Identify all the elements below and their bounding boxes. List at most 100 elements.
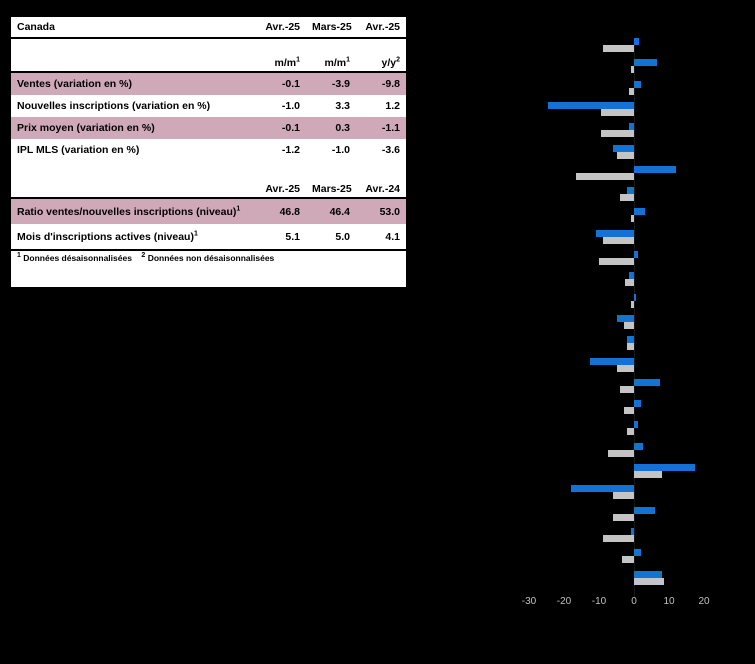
bar-blue	[571, 485, 634, 493]
col-header: Avr.-24	[356, 173, 406, 199]
bar-gray	[627, 428, 634, 436]
row-value: -9.8	[381, 78, 400, 90]
bar-gray	[634, 577, 664, 585]
col-header: Avr.-25	[257, 17, 306, 39]
bar-blue	[634, 378, 661, 386]
col-header: Mars-25	[306, 17, 356, 39]
bar-gray	[623, 407, 634, 415]
bar-blue	[634, 570, 662, 578]
zero-axis-line	[633, 38, 635, 599]
bar-gray	[602, 45, 634, 52]
row-label: IPL MLS (variation en %)	[17, 144, 140, 156]
col-header: Avr.-25	[356, 17, 406, 39]
bar-gray	[625, 279, 634, 287]
footnote-row: 1 Données désaisonnalisées 2 Données non…	[11, 249, 406, 287]
bar-blue	[634, 506, 655, 514]
bar-gray	[613, 492, 634, 500]
bar-gray	[602, 236, 634, 244]
bar-gray	[576, 172, 634, 180]
row-value: -1.0	[281, 100, 300, 112]
bar-gray	[630, 66, 634, 74]
bar-gray	[620, 194, 634, 202]
bar-gray	[600, 130, 634, 138]
row-label: Ratio ventes/nouvelles inscriptions (niv…	[17, 205, 241, 218]
footnote-text: Données désaisonnalisées	[23, 253, 132, 263]
row-value: -3.6	[381, 144, 400, 156]
x-axis-tick-label: -10	[591, 596, 607, 607]
bar-blue	[634, 208, 645, 216]
bar-gray	[628, 87, 634, 95]
bar-blue	[634, 165, 676, 173]
row-value: 46.4	[329, 205, 350, 218]
bar-blue	[630, 527, 634, 535]
footnote-text: Données non désaisonnalisées	[147, 253, 275, 263]
x-axis-tick-label: -20	[556, 596, 572, 607]
bar-blue	[634, 400, 641, 408]
bar-gray	[599, 258, 634, 265]
bar-gray	[630, 300, 634, 308]
bar-blue	[634, 293, 636, 301]
col-header: Mars-25	[306, 173, 356, 199]
canada-stats-card: Canada Avr.-25 Mars-25 Avr.-25 m/m1 m/m1…	[8, 14, 409, 290]
row-value: 4.1	[385, 230, 400, 243]
x-axis-tick-label: 20	[698, 596, 710, 607]
footnote-sup: 1	[17, 252, 21, 260]
row-value: -1.0	[331, 144, 350, 156]
bar-gray	[630, 215, 634, 223]
bar-blue	[613, 144, 634, 152]
row-value: -1.2	[281, 144, 300, 156]
table-subheader-row: m/m1 m/m1 y/y2	[11, 38, 406, 73]
bar-gray	[607, 449, 634, 457]
bar-blue	[634, 251, 638, 258]
footnote-sup: 2	[141, 252, 146, 260]
row-value: -0.1	[281, 78, 300, 90]
row-value: 53.0	[379, 205, 400, 218]
row-value: 3.3	[335, 100, 350, 112]
table-row: IPL MLS (variation en %) -1.2 -1.0 -3.6	[11, 139, 406, 161]
bar-blue	[634, 59, 657, 67]
table-header-row: Canada Avr.-25 Mars-25 Avr.-25	[11, 17, 406, 39]
bar-blue	[634, 80, 641, 88]
canada-stats-table: Canada Avr.-25 Mars-25 Avr.-25 m/m1 m/m1…	[11, 17, 406, 287]
table-row: Ventes (variation en %) -0.1 -3.9 -9.8	[11, 72, 406, 95]
bar-gray	[627, 343, 634, 351]
row-value: 5.1	[285, 230, 300, 243]
bar-blue	[616, 314, 634, 322]
bar-gray	[634, 471, 662, 478]
x-axis-tick-label: -30	[521, 596, 537, 607]
bar-blue	[628, 272, 634, 280]
bar-blue	[627, 336, 634, 344]
row-value: 0.3	[335, 122, 350, 134]
bar-blue	[590, 357, 634, 365]
table-row: Ratio ventes/nouvelles inscriptions (niv…	[11, 198, 406, 224]
bar-blue	[634, 549, 641, 557]
table-row: Mois d'inscriptions actives (niveau)1 5.1…	[11, 224, 406, 250]
bar-blue	[634, 464, 696, 471]
col-header: Avr.-25	[257, 173, 306, 199]
table-row: Prix moyen (variation en %) -0.1 0.3 -1.1	[11, 117, 406, 139]
bar-blue	[548, 101, 634, 109]
row-label: Prix moyen (variation en %)	[17, 122, 155, 134]
bar-blue	[634, 421, 638, 429]
bar-blue	[628, 123, 634, 131]
col-subheader: m/m1	[306, 38, 356, 73]
bar-blue	[595, 229, 634, 237]
row-value: 46.8	[279, 205, 300, 218]
bar-gray	[616, 151, 634, 159]
row-value: 1.2	[385, 100, 400, 112]
bar-gray	[620, 385, 634, 393]
x-axis-tick-label: 10	[663, 596, 675, 607]
row-value: -0.1	[281, 122, 300, 134]
bar-blue	[634, 442, 643, 450]
row-value: 5.0	[335, 230, 350, 243]
table-row: Nouvelles inscriptions (variation en %) -…	[11, 95, 406, 117]
bar-gray	[621, 556, 634, 564]
x-axis-tick-label: 0	[631, 596, 637, 607]
bar-gray	[623, 321, 634, 329]
table-header-row-2: Avr.-25 Mars-25 Avr.-24	[11, 173, 406, 199]
row-label: Ventes (variation en %)	[17, 78, 132, 90]
bar-blue	[634, 38, 640, 45]
col-subheader: y/y2	[356, 38, 406, 73]
